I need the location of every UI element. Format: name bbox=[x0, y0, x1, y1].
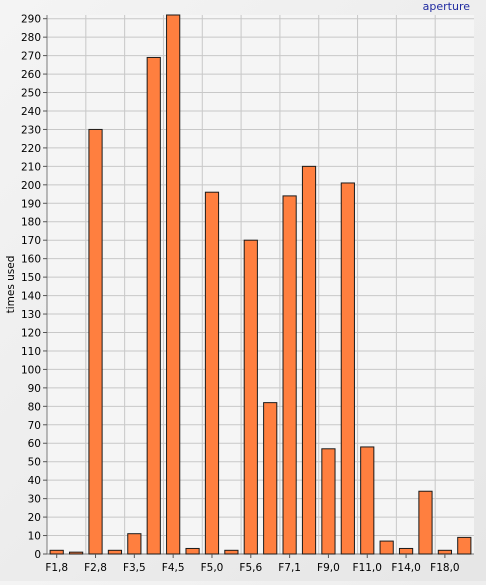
y-tick-label: 60 bbox=[28, 438, 41, 450]
y-tick-label: 280 bbox=[21, 32, 41, 44]
x-tick-label: F5,0 bbox=[201, 562, 224, 574]
y-tick-label: 20 bbox=[28, 512, 41, 524]
y-tick-label: 10 bbox=[28, 531, 41, 543]
x-tick-label: F5,6 bbox=[239, 562, 262, 574]
bar-F2,8 bbox=[88, 128, 103, 555]
x-tick-label: F2,8 bbox=[84, 562, 107, 574]
y-tick-label: 120 bbox=[21, 327, 41, 339]
y-tick-label: 180 bbox=[21, 217, 41, 229]
y-tick-label: 290 bbox=[21, 14, 41, 26]
bar-F7,1 bbox=[282, 195, 297, 555]
y-tick-label: 40 bbox=[28, 475, 41, 487]
y-tick-label: 240 bbox=[21, 106, 41, 118]
y-tick-label: 80 bbox=[28, 401, 41, 413]
bar-F5,3 bbox=[224, 549, 239, 555]
y-tick-label: 150 bbox=[21, 272, 41, 284]
y-axis-label: times used bbox=[5, 256, 17, 314]
bar-F14,0 bbox=[398, 547, 414, 555]
x-tick-label: F14,0 bbox=[391, 562, 420, 574]
y-tick-label: 130 bbox=[21, 309, 41, 321]
bar-F20,0 bbox=[457, 536, 472, 555]
y-tick-label: 190 bbox=[21, 198, 41, 210]
x-tick-label: F11,0 bbox=[353, 562, 382, 574]
bar-F3,2 bbox=[107, 549, 123, 555]
y-tick-label: 140 bbox=[21, 291, 41, 303]
y-tick-label: 100 bbox=[21, 364, 41, 376]
y-tick-label: 200 bbox=[21, 180, 41, 192]
x-tick-label: F18,0 bbox=[430, 562, 459, 574]
x-tick-label: F9,0 bbox=[317, 562, 340, 574]
x-tick-label: F4,5 bbox=[162, 562, 185, 574]
bar-F11,0 bbox=[360, 446, 375, 555]
y-tick-label: 70 bbox=[28, 420, 41, 432]
bar-F5,6 bbox=[243, 239, 258, 555]
y-tick-label: 210 bbox=[21, 161, 41, 173]
y-tick-label: 0 bbox=[34, 549, 41, 561]
y-tick-label: 260 bbox=[21, 69, 41, 81]
y-tick-label: 250 bbox=[21, 88, 41, 100]
y-tick-label: 160 bbox=[21, 254, 41, 266]
bar-F4,5 bbox=[166, 14, 181, 555]
y-tick-label: 30 bbox=[28, 494, 41, 506]
y-tick-label: 270 bbox=[21, 51, 41, 63]
bar-F9,0 bbox=[321, 448, 336, 555]
bar-F8,0 bbox=[301, 165, 317, 555]
y-tick-label: 170 bbox=[21, 235, 41, 247]
x-tick-label: F1,8 bbox=[45, 562, 68, 574]
bar-F4,8 bbox=[185, 547, 200, 555]
bar-F16,0 bbox=[418, 490, 433, 555]
bar-F13,0 bbox=[379, 540, 394, 555]
y-tick-label: 230 bbox=[21, 124, 41, 136]
bar-F4,0 bbox=[146, 56, 161, 555]
chart-title: aperture bbox=[422, 0, 470, 13]
y-tick-label: 50 bbox=[28, 457, 41, 469]
bar-F3,5 bbox=[127, 533, 142, 555]
y-tick-label: 220 bbox=[21, 143, 41, 155]
x-tick-label: F3,5 bbox=[123, 562, 146, 574]
bar-F1,8 bbox=[49, 549, 64, 555]
y-tick-label: 110 bbox=[21, 346, 41, 358]
bar-F5,0 bbox=[204, 191, 220, 555]
bar-F18,0 bbox=[437, 549, 452, 555]
x-tick-label: F7,1 bbox=[278, 562, 301, 574]
y-tick-label: 90 bbox=[28, 383, 41, 395]
bar-F10,0 bbox=[340, 182, 355, 555]
plot-area bbox=[47, 15, 474, 554]
bar-F2,5 bbox=[69, 551, 84, 555]
bar-F6,3 bbox=[263, 402, 278, 555]
